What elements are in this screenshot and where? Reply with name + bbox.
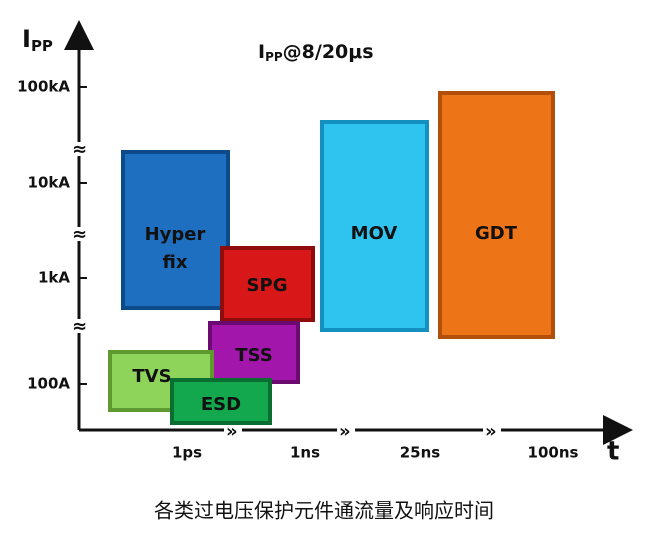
axis-breaks bbox=[72, 142, 501, 438]
ticks bbox=[79, 86, 87, 385]
x-axis-label: t bbox=[607, 437, 619, 467]
node-label: MOV bbox=[351, 223, 398, 244]
break: ≈ bbox=[72, 224, 87, 245]
break: ≈ bbox=[72, 316, 87, 337]
break: » bbox=[226, 421, 238, 442]
y-label: 1kA bbox=[38, 269, 70, 287]
node-label: GDT bbox=[475, 223, 518, 244]
break: ≈ bbox=[72, 139, 87, 160]
node-label: fix bbox=[163, 252, 188, 273]
y-axis-label: IPP bbox=[22, 25, 53, 55]
node: Hyper fix bbox=[121, 150, 230, 310]
node: MOV bbox=[320, 120, 429, 332]
y-label: 100A bbox=[27, 375, 70, 393]
node-label: Hyper bbox=[145, 224, 206, 245]
x-label: 1ns bbox=[290, 444, 320, 462]
y-label: 100kA bbox=[17, 78, 70, 96]
title: IPP@8/20μs bbox=[258, 41, 374, 64]
node-label: TSS bbox=[235, 345, 272, 366]
break: » bbox=[339, 421, 351, 442]
caption: 各类过电压保护元件通流量及响应时间 bbox=[154, 499, 494, 523]
x-label: 1ps bbox=[172, 444, 202, 462]
node: TSS bbox=[208, 321, 300, 384]
node-label: SPG bbox=[247, 275, 288, 296]
x-label: 100ns bbox=[528, 444, 579, 462]
node-label: TVS bbox=[132, 366, 171, 387]
node: SPG bbox=[220, 246, 315, 322]
x-label: 25ns bbox=[400, 444, 441, 462]
node: GDT bbox=[438, 91, 555, 339]
node: ESD bbox=[170, 378, 272, 425]
node-label: ESD bbox=[201, 394, 241, 415]
break: » bbox=[485, 421, 497, 442]
y-label: 10kA bbox=[28, 174, 71, 192]
